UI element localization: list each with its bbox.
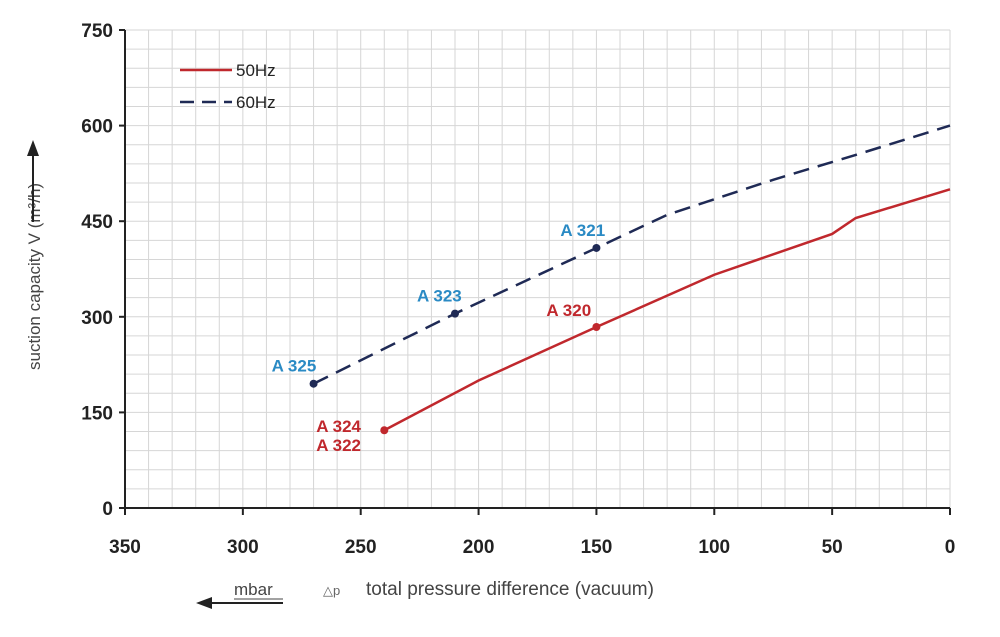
x-tick-label: 100 bbox=[698, 537, 730, 558]
x-tick-label: 150 bbox=[581, 537, 613, 558]
grid bbox=[124, 29, 951, 509]
data-point bbox=[592, 243, 601, 252]
axes: 0 150 300 450 600 750 350 300 250 200 150 100 50 0 bbox=[81, 21, 955, 558]
point-annotation: A 320 bbox=[546, 301, 591, 320]
data-point bbox=[451, 309, 459, 318]
x-tick-label: 250 bbox=[345, 537, 377, 558]
x-axis-arrowhead bbox=[196, 597, 212, 609]
point-annotation: A 324 bbox=[316, 417, 361, 436]
legend: 50Hz 60Hz bbox=[180, 61, 276, 112]
y-axis-label: suction capacity V (m³/h) bbox=[25, 183, 44, 370]
y-tick-label: 0 bbox=[102, 499, 113, 520]
data-point bbox=[380, 426, 389, 435]
y-tick-label: 150 bbox=[81, 403, 113, 424]
x-tick-label: 50 bbox=[822, 537, 843, 558]
axis-labels: suction capacity V (m³/h) mbar △p total … bbox=[25, 140, 654, 609]
y-tick-label: 600 bbox=[81, 117, 113, 138]
data-point bbox=[592, 322, 601, 331]
x-axis-symbol: △p bbox=[323, 583, 340, 598]
point-annotation: A 323 bbox=[417, 287, 462, 306]
y-tick-label: 750 bbox=[81, 21, 113, 42]
x-tick-label: 350 bbox=[109, 537, 141, 558]
data-point bbox=[309, 379, 318, 388]
x-axis-unit: mbar bbox=[234, 580, 273, 599]
y-tick-label: 300 bbox=[81, 308, 113, 329]
y-axis-arrowhead bbox=[27, 140, 39, 156]
series-lines bbox=[313, 124, 951, 432]
x-tick-label: 300 bbox=[227, 537, 259, 558]
point-annotation: A 325 bbox=[272, 357, 317, 376]
series-line-50Hz bbox=[383, 188, 951, 432]
x-axis-label: total pressure difference (vacuum) bbox=[366, 579, 654, 600]
legend-label-50Hz: 50Hz bbox=[236, 61, 276, 80]
y-tick-label: 450 bbox=[81, 212, 113, 233]
x-tick-label: 200 bbox=[463, 537, 495, 558]
point-annotation: A 322 bbox=[316, 436, 361, 455]
x-tick-label: 0 bbox=[945, 537, 956, 558]
legend-label-60Hz: 60Hz bbox=[236, 93, 276, 112]
point-annotation: A 321 bbox=[560, 221, 605, 240]
